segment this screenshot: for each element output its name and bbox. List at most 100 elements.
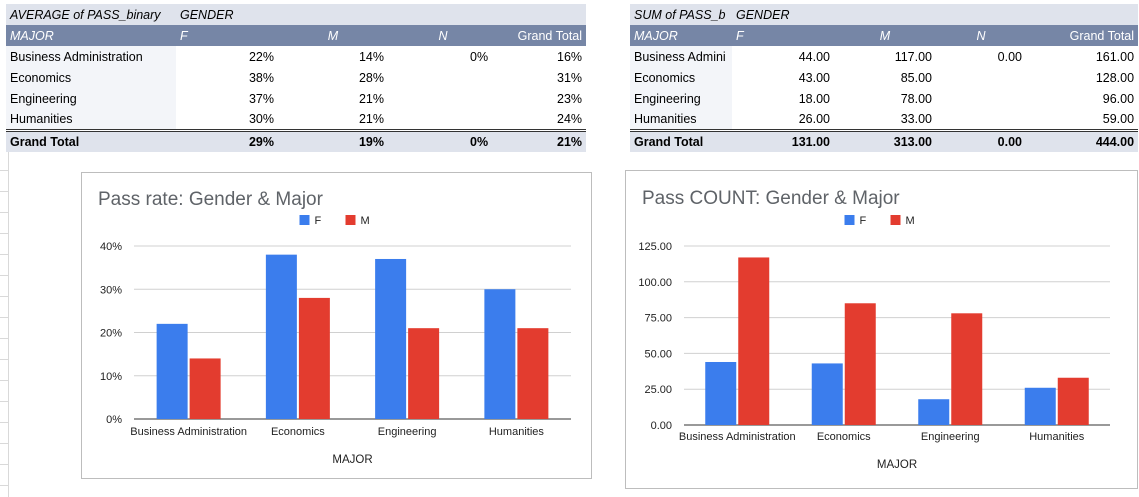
row-label[interactable]: Humanities (630, 109, 732, 130)
cell[interactable]: 38% (176, 67, 278, 88)
grand-total-label[interactable]: Grand Total (630, 128, 732, 152)
sheet-gridlines (0, 150, 9, 497)
y-tick-label: 100.00 (638, 277, 672, 289)
x-tick-label: Engineering (921, 431, 980, 443)
column-header-m[interactable]: M (834, 25, 936, 46)
column-header-n[interactable]: N (388, 25, 498, 46)
cell[interactable]: 26.00 (732, 109, 834, 130)
cell[interactable]: 59.00 (1026, 109, 1139, 130)
y-tick-label: 125.00 (638, 241, 672, 253)
bar-m (844, 303, 876, 425)
pass-rate-chart[interactable]: Pass rate: Gender & Major F M 0% 10% 20% 30% 40… (81, 172, 592, 479)
column-header-grand-total[interactable]: Grand Total (498, 25, 587, 46)
y-tick-label: 25.00 (644, 384, 672, 396)
cell[interactable]: 37% (176, 88, 278, 109)
x-tick-label: Humanities (1029, 431, 1085, 443)
pivot-column-group-label[interactable]: GENDER (176, 4, 587, 25)
pass-count-chart-svg: Pass COUNT: Gender & Major F M 0.00 25.00 50.… (638, 188, 1110, 471)
cell[interactable]: 14% (278, 46, 388, 67)
grand-total-cell[interactable]: 131.00 (732, 128, 834, 152)
cell[interactable]: 21% (278, 88, 388, 109)
grand-total-cell[interactable]: 29% (176, 128, 278, 152)
column-header-m[interactable]: M (278, 25, 388, 46)
cell[interactable]: 128.00 (1026, 67, 1139, 88)
cell[interactable]: 28% (278, 67, 388, 88)
row-label[interactable]: Business Admini (630, 46, 732, 67)
legend-swatch-f (299, 215, 310, 225)
column-header-grand-total[interactable]: Grand Total (1026, 25, 1139, 46)
cell[interactable] (936, 88, 1026, 109)
row-label[interactable]: Economics (630, 67, 732, 88)
row-label[interactable]: Humanities (6, 109, 176, 130)
legend-swatch-m (345, 215, 356, 225)
bar-m (298, 297, 330, 419)
bar-m (738, 257, 770, 425)
grand-total-label[interactable]: Grand Total (6, 128, 176, 152)
cell[interactable]: 0.00 (936, 46, 1026, 67)
column-header-f[interactable]: F (176, 25, 278, 46)
cell[interactable] (936, 109, 1026, 130)
bar-f (705, 361, 737, 425)
cell[interactable]: 21% (278, 109, 388, 130)
bar-f (375, 258, 407, 419)
cell[interactable]: 18.00 (732, 88, 834, 109)
cell[interactable]: 33.00 (834, 109, 936, 130)
cell[interactable]: 161.00 (1026, 46, 1139, 67)
pivot-row-header[interactable]: MAJOR (6, 25, 176, 46)
bar-f (811, 363, 843, 425)
bar-m (517, 328, 549, 419)
grand-total-cell[interactable]: 19% (278, 128, 388, 152)
cell[interactable]: 24% (498, 109, 587, 130)
y-tick-label: 0.00 (651, 420, 672, 432)
cell[interactable]: 85.00 (834, 67, 936, 88)
cell[interactable]: 30% (176, 109, 278, 130)
cell[interactable] (388, 109, 498, 130)
column-header-f[interactable]: F (732, 25, 834, 46)
x-axis-title: MAJOR (332, 454, 372, 466)
chart-title: Pass COUNT: Gender & Major (642, 188, 900, 209)
legend-swatch-f (844, 215, 855, 225)
legend-label-m: M (361, 215, 370, 227)
cell[interactable]: 31% (498, 67, 587, 88)
grand-total-cell[interactable]: 313.00 (834, 128, 936, 152)
grand-total-cell[interactable]: 0% (388, 128, 498, 152)
x-tick-label: Humanities (489, 426, 545, 438)
pivot-corner-label[interactable]: AVERAGE of PASS_binary (6, 4, 176, 25)
bar-m (951, 313, 983, 425)
cell[interactable]: 23% (498, 88, 587, 109)
cell[interactable] (388, 67, 498, 88)
grand-total-cell[interactable]: 444.00 (1026, 128, 1139, 152)
row-label[interactable]: Engineering (6, 88, 176, 109)
cell[interactable]: 22% (176, 46, 278, 67)
pivot-corner-label[interactable]: SUM of PASS_b (630, 4, 732, 25)
bar-m (1057, 377, 1089, 425)
cell[interactable]: 0% (388, 46, 498, 67)
x-tick-label: Economics (817, 431, 871, 443)
grand-total-cell[interactable]: 0.00 (936, 128, 1026, 152)
row-label[interactable]: Economics (6, 67, 176, 88)
pass-count-chart[interactable]: Pass COUNT: Gender & Major F M 0.00 25.00 50.… (625, 170, 1138, 489)
x-tick-label: Business Administration (679, 431, 796, 443)
y-tick-label: 20% (100, 328, 122, 340)
row-label[interactable]: Business Administration (6, 46, 176, 67)
bar-f (265, 254, 297, 419)
pivot-table-sum: SUM of PASS_b GENDER MAJOR F M N Grand T… (630, 4, 1139, 152)
cell[interactable]: 16% (498, 46, 587, 67)
cell[interactable]: 43.00 (732, 67, 834, 88)
pivot-column-group-label[interactable]: GENDER (732, 4, 1139, 25)
column-header-n[interactable]: N (936, 25, 1026, 46)
cell[interactable]: 44.00 (732, 46, 834, 67)
pivot-table-average: AVERAGE of PASS_binary GENDER MAJOR F M … (6, 4, 587, 152)
pivot-row-header[interactable]: MAJOR (630, 25, 732, 46)
cell[interactable] (388, 88, 498, 109)
cell[interactable]: 117.00 (834, 46, 936, 67)
cell[interactable] (936, 67, 1026, 88)
row-label[interactable]: Engineering (630, 88, 732, 109)
grand-total-cell[interactable]: 21% (498, 128, 587, 152)
cell[interactable]: 78.00 (834, 88, 936, 109)
bar-m (189, 358, 221, 419)
bar-m (408, 328, 440, 419)
cell[interactable]: 96.00 (1026, 88, 1139, 109)
chart-title: Pass rate: Gender & Major (98, 189, 324, 210)
legend-label-f: F (860, 215, 867, 227)
